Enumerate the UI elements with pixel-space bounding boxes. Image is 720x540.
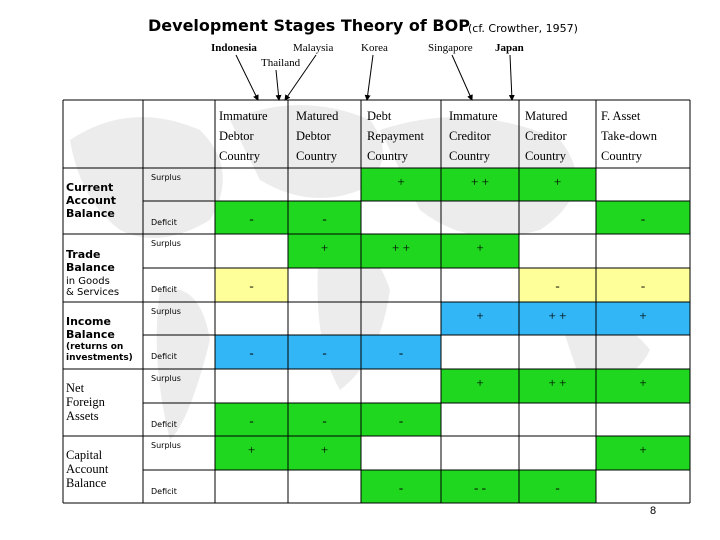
- balance-sign: +: [320, 442, 329, 457]
- row-label-current-account: Current Account Balance: [66, 181, 117, 220]
- table-cell-fill: [288, 201, 361, 234]
- balance-sign: +: [247, 442, 256, 457]
- table-cell-fill: [596, 302, 690, 335]
- country-japan: Japan: [495, 42, 524, 54]
- table-cell-fill: [361, 234, 441, 268]
- surplus-label: Surplus: [151, 173, 181, 182]
- balance-sign: -: [249, 278, 254, 293]
- balance-sign: + +: [548, 375, 567, 390]
- balance-sign: -: [322, 413, 327, 428]
- balance-sign: +: [397, 174, 405, 189]
- balance-sign: +: [320, 240, 329, 255]
- page-title: Development Stages Theory of BOP: [148, 16, 470, 35]
- balance-sign: - -: [474, 480, 486, 495]
- country-thailand: Thailand: [261, 57, 301, 69]
- balance-sign: -: [555, 480, 560, 495]
- row-sub-trade-balance: in Goods & Services: [66, 276, 120, 298]
- col-header-immature-debtor: Immature Debtor Country: [219, 109, 268, 163]
- col-header-debt-repayment: Debt Repayment Country: [367, 109, 424, 163]
- table-cell-fill: [215, 201, 288, 234]
- table-cell-fill: [361, 335, 441, 369]
- row-label-net-foreign-assets: Net Foreign Assets: [66, 381, 105, 423]
- table-cell-fill: [441, 234, 519, 268]
- deficit-label: Deficit: [151, 420, 177, 429]
- balance-sign: -: [640, 211, 646, 226]
- table-cell-fill: [361, 470, 441, 503]
- balance-sign: +: [639, 308, 647, 323]
- table-cell-fill: [361, 168, 441, 201]
- balance-sign: + +: [548, 308, 567, 323]
- table-cell-fill: [441, 470, 519, 503]
- balance-sign: -: [398, 480, 404, 495]
- citation-note: (cf. Crowther, 1957): [468, 22, 578, 35]
- col-header-matured-creditor: Matured Creditor Country: [525, 109, 568, 163]
- table-cell-fill: [361, 403, 441, 436]
- table-cell-fill: [441, 168, 519, 201]
- table-cell-fill: [519, 369, 596, 403]
- row-label-capital-account: Capital Account Balance: [66, 448, 109, 490]
- row-label-trade-balance: Trade Balance: [66, 248, 115, 274]
- balance-sign: -: [249, 211, 254, 226]
- col-header-asset-takedown: F. Asset Take-down Country: [601, 109, 658, 163]
- deficit-label: Deficit: [151, 285, 177, 294]
- balance-sign: +: [639, 442, 647, 457]
- surplus-label: Surplus: [151, 239, 181, 248]
- table-cell-fill: [288, 335, 361, 369]
- table-cell-fill: [288, 436, 361, 470]
- table-cell-fill: [519, 470, 596, 503]
- balance-sign: -: [249, 413, 254, 428]
- table-cell-fill: [215, 335, 288, 369]
- balance-sign: -: [322, 345, 327, 360]
- table-cell-fill: [596, 369, 690, 403]
- table-cell-fill: [441, 369, 519, 403]
- table-cell-fill: [596, 268, 690, 302]
- balance-sign: -: [249, 345, 254, 360]
- table-cell-fill: [215, 403, 288, 436]
- balance-sign: +: [476, 308, 484, 323]
- page-number: 8: [650, 505, 657, 517]
- table-cell-fill: [288, 403, 361, 436]
- country-malaysia: Malaysia: [293, 42, 334, 54]
- surplus-label: Surplus: [151, 441, 181, 450]
- row-sub-income-balance: (returns on investments): [66, 342, 133, 363]
- table-cell-fill: [596, 436, 690, 470]
- table-cell-fill: [596, 201, 690, 234]
- balance-sign: +: [476, 240, 484, 255]
- balance-sign: -: [398, 345, 404, 360]
- table-cell-fill: [519, 268, 596, 302]
- table-cell-fill: [519, 168, 596, 201]
- balance-sign: + +: [471, 174, 489, 189]
- balance-sign: -: [640, 278, 646, 293]
- surplus-label: Surplus: [151, 374, 181, 383]
- country-korea: Korea: [361, 42, 388, 54]
- balance-sign: +: [553, 174, 562, 189]
- balance-sign: -: [555, 278, 560, 293]
- col-header-matured-debtor: Matured Debtor Country: [296, 109, 339, 163]
- table-cell-fill: [441, 302, 519, 335]
- deficit-label: Deficit: [151, 218, 177, 227]
- surplus-label: Surplus: [151, 307, 181, 316]
- col-header-immature-creditor: Immature Creditor Country: [449, 109, 498, 163]
- balance-sign: +: [639, 375, 647, 390]
- table-cell-fill: [215, 436, 288, 470]
- row-label-income-balance: Income Balance: [66, 315, 115, 341]
- deficit-label: Deficit: [151, 487, 177, 496]
- country-indonesia: Indonesia: [211, 42, 257, 54]
- balance-sign: -: [398, 413, 404, 428]
- balance-sign: + +: [392, 240, 410, 255]
- table-cell-fill: [215, 268, 288, 302]
- table-cell-fill: [288, 234, 361, 268]
- table-cell-fill: [519, 302, 596, 335]
- country-singapore: Singapore: [428, 42, 473, 54]
- deficit-label: Deficit: [151, 352, 177, 361]
- balance-sign: +: [476, 375, 484, 390]
- balance-sign: -: [322, 211, 327, 226]
